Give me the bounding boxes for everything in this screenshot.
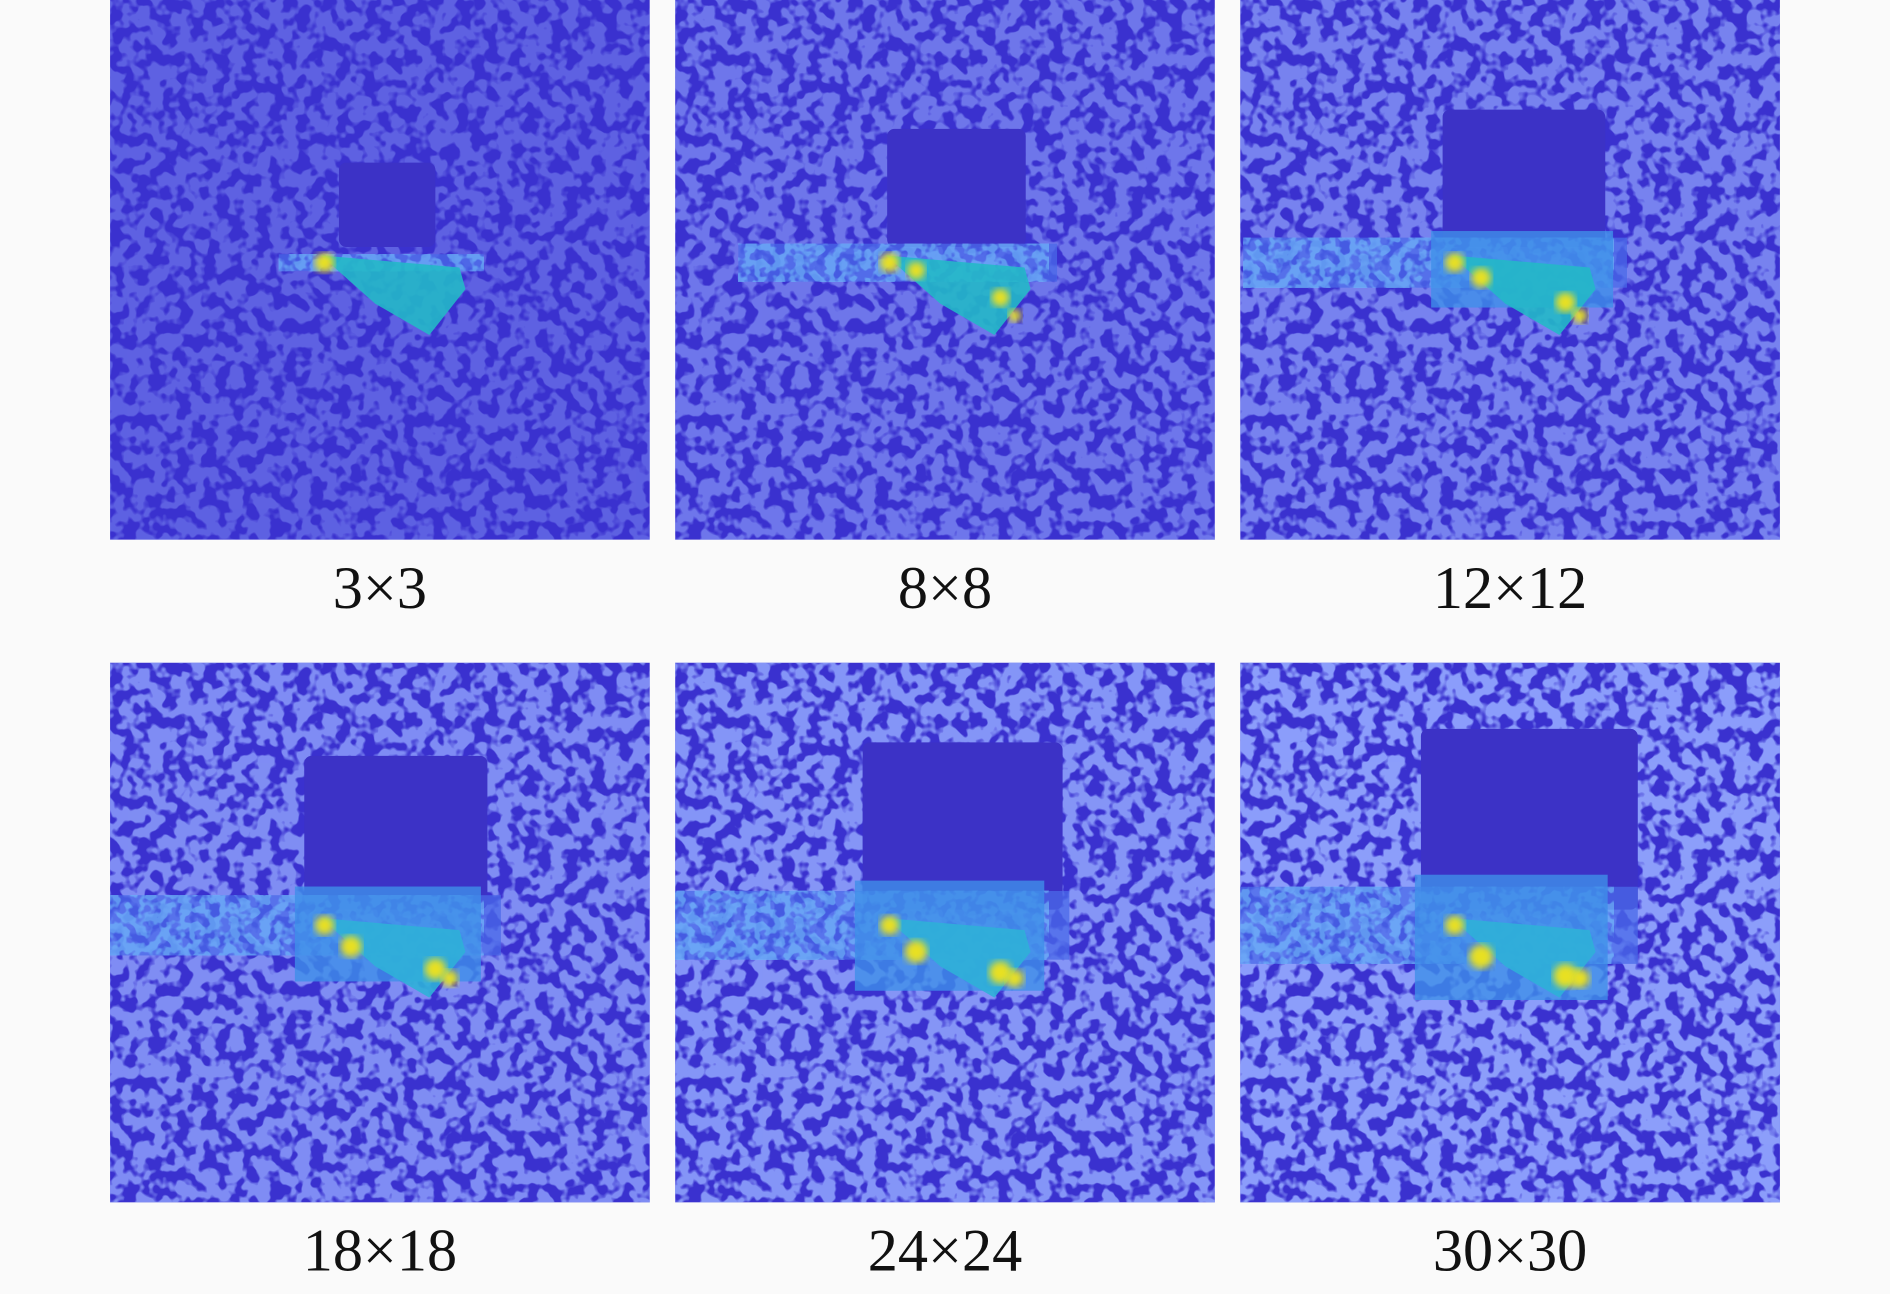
panel-label: 8×8 bbox=[898, 555, 992, 622]
panel-label: 12×12 bbox=[1433, 555, 1587, 622]
quiet-zone bbox=[1442, 109, 1606, 247]
panel-label: 24×24 bbox=[868, 1217, 1022, 1284]
heatmap-panel bbox=[675, 662, 1215, 1203]
hot-spot bbox=[1445, 253, 1465, 273]
hot-spot bbox=[879, 915, 900, 935]
hot-spot bbox=[340, 935, 362, 958]
panel-label: 30×30 bbox=[1433, 1217, 1587, 1284]
quiet-zone bbox=[862, 742, 1063, 910]
quiet-zone bbox=[338, 162, 436, 247]
hot-spot bbox=[441, 970, 459, 987]
heatmap-panel bbox=[675, 0, 1215, 540]
quiet-zone bbox=[304, 755, 488, 910]
target bbox=[320, 255, 466, 335]
hot-spot bbox=[1570, 968, 1590, 988]
hot-spot bbox=[1445, 915, 1465, 935]
heatmap-panel bbox=[110, 0, 650, 540]
heatmap-panel bbox=[1240, 662, 1780, 1203]
hot-spot bbox=[879, 253, 900, 273]
hot-spot bbox=[314, 253, 335, 273]
hot-spot bbox=[907, 261, 925, 280]
heatmap-panel bbox=[1240, 0, 1780, 540]
heatmap-panel bbox=[110, 662, 650, 1203]
hot-spot bbox=[1572, 308, 1588, 324]
hot-spot bbox=[1471, 267, 1492, 288]
quiet-zone bbox=[887, 128, 1026, 247]
panel-label: 18×18 bbox=[303, 1217, 457, 1284]
hot-spot bbox=[1005, 969, 1024, 988]
hot-spot bbox=[991, 288, 1010, 307]
hot-spot bbox=[1469, 944, 1494, 969]
hot-spot bbox=[1008, 309, 1022, 323]
quiet-zone bbox=[1420, 728, 1638, 910]
hot-spot bbox=[1555, 292, 1576, 313]
panel-label: 3×3 bbox=[333, 555, 427, 622]
hot-spot bbox=[904, 940, 928, 963]
hot-spot bbox=[424, 958, 447, 980]
hot-spot bbox=[314, 915, 335, 935]
